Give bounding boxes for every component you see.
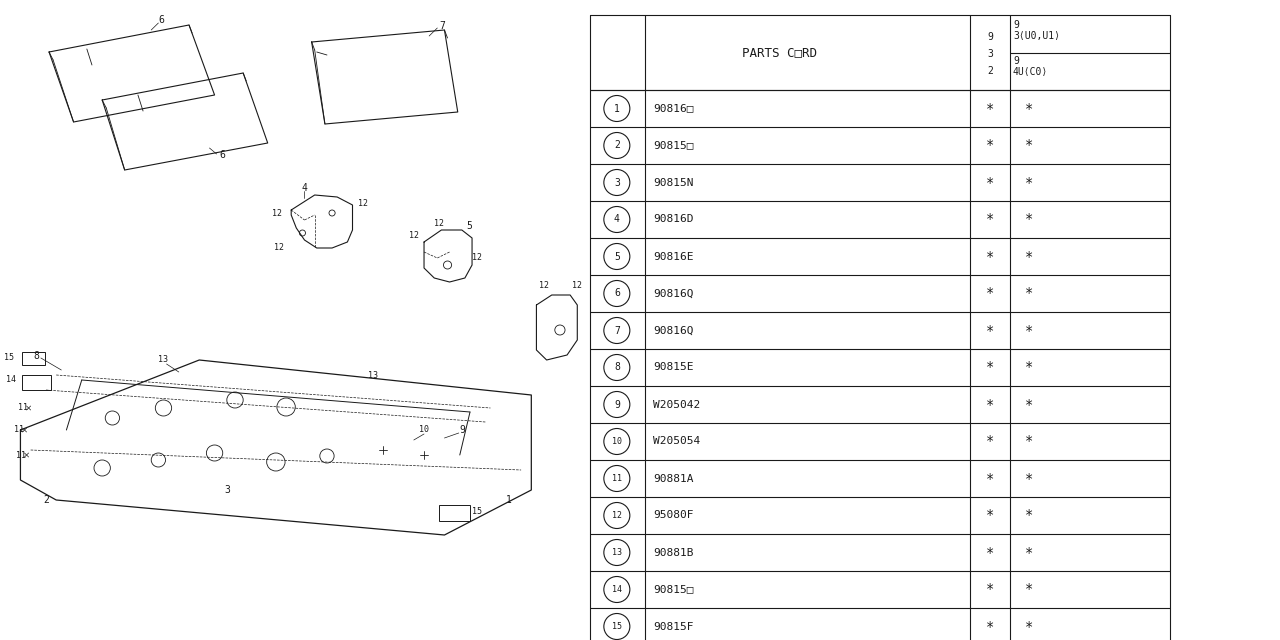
Text: *: *: [1025, 102, 1033, 115]
Text: 14: 14: [6, 376, 17, 385]
Text: 90816Q: 90816Q: [653, 326, 694, 335]
Text: 9: 9: [460, 425, 466, 435]
Text: 8: 8: [614, 362, 620, 372]
Text: 9: 9: [987, 33, 993, 42]
Text: 3⟨U0,U1⟩: 3⟨U0,U1⟩: [1012, 31, 1060, 41]
Text: 9: 9: [1012, 20, 1019, 30]
Text: 90815□: 90815□: [653, 141, 694, 150]
Text: W205054: W205054: [653, 436, 700, 447]
Text: *: *: [986, 102, 995, 115]
Text: 9: 9: [614, 399, 620, 410]
Text: *: *: [1025, 545, 1033, 559]
Text: 90816E: 90816E: [653, 252, 694, 262]
Text: *: *: [1025, 509, 1033, 522]
Text: 15: 15: [612, 622, 622, 631]
Text: 10: 10: [612, 437, 622, 446]
Text: 90881A: 90881A: [653, 474, 694, 483]
Text: 7: 7: [439, 21, 445, 31]
Text: *: *: [1025, 582, 1033, 596]
Text: 5: 5: [614, 252, 620, 262]
Text: 7: 7: [614, 326, 620, 335]
Text: 12: 12: [274, 243, 284, 253]
Text: *: *: [1025, 397, 1033, 412]
Text: 90815N: 90815N: [653, 177, 694, 188]
Text: 12: 12: [408, 230, 419, 239]
Text: 90881B: 90881B: [653, 547, 694, 557]
Text: 3: 3: [614, 177, 620, 188]
Text: 2: 2: [44, 495, 49, 505]
Text: *: *: [986, 620, 995, 634]
Text: PARTS C□RD: PARTS C□RD: [742, 46, 818, 59]
Text: 15: 15: [472, 506, 483, 515]
Text: W205042: W205042: [653, 399, 700, 410]
Text: *: *: [986, 509, 995, 522]
Text: 6: 6: [159, 15, 164, 25]
Text: 3: 3: [225, 485, 230, 495]
Text: 1: 1: [614, 104, 620, 113]
Text: *: *: [986, 472, 995, 486]
Text: 11: 11: [18, 403, 28, 413]
Text: *: *: [986, 582, 995, 596]
Text: 14: 14: [612, 585, 622, 594]
Text: 1: 1: [506, 495, 512, 505]
Bar: [439, 505, 470, 521]
Text: *: *: [986, 175, 995, 189]
Text: *: *: [986, 287, 995, 301]
Text: 12: 12: [572, 280, 582, 289]
Text: 3: 3: [987, 49, 993, 59]
Text: 4U⟨C0⟩: 4U⟨C0⟩: [1012, 67, 1048, 77]
Text: 12: 12: [434, 218, 444, 227]
Text: 12: 12: [271, 209, 282, 218]
Text: *: *: [986, 212, 995, 227]
Text: *: *: [1025, 323, 1033, 337]
Text: 10: 10: [419, 426, 429, 435]
Text: 90816D: 90816D: [653, 214, 694, 225]
Text: 90816□: 90816□: [653, 104, 694, 113]
Text: 12: 12: [539, 280, 549, 289]
Text: 15: 15: [4, 353, 14, 362]
Text: 12: 12: [472, 253, 483, 262]
Text: 12: 12: [357, 198, 367, 207]
Text: 6: 6: [614, 289, 620, 298]
Text: *: *: [1025, 620, 1033, 634]
Text: 8: 8: [33, 351, 40, 361]
Text: 95080F: 95080F: [653, 511, 694, 520]
Text: 12: 12: [612, 511, 622, 520]
Text: *: *: [1025, 360, 1033, 374]
Text: 13: 13: [612, 548, 622, 557]
Text: *: *: [986, 545, 995, 559]
Text: *: *: [1025, 250, 1033, 264]
Text: 11: 11: [17, 451, 27, 460]
Text: 4: 4: [614, 214, 620, 225]
Bar: [23, 352, 45, 365]
Text: *: *: [1025, 175, 1033, 189]
Text: *: *: [986, 435, 995, 449]
Text: *: *: [986, 397, 995, 412]
Text: 90815E: 90815E: [653, 362, 694, 372]
Text: 90816Q: 90816Q: [653, 289, 694, 298]
Text: *: *: [1025, 435, 1033, 449]
Text: 90815□: 90815□: [653, 584, 694, 595]
Text: *: *: [986, 138, 995, 152]
Text: 90815F: 90815F: [653, 621, 694, 632]
Text: 6: 6: [220, 150, 225, 160]
Text: 13: 13: [159, 355, 169, 365]
Bar: [23, 375, 51, 390]
Text: 11: 11: [14, 426, 24, 435]
Text: 2: 2: [987, 65, 993, 76]
Text: 5: 5: [466, 221, 472, 231]
Text: 13: 13: [367, 371, 378, 380]
Text: 11: 11: [612, 474, 622, 483]
Text: 4: 4: [301, 183, 307, 193]
Text: *: *: [1025, 472, 1033, 486]
Text: *: *: [986, 323, 995, 337]
Text: 2: 2: [614, 141, 620, 150]
Text: *: *: [1025, 212, 1033, 227]
Text: 9: 9: [1012, 56, 1019, 65]
Text: *: *: [986, 250, 995, 264]
Text: *: *: [986, 360, 995, 374]
Text: *: *: [1025, 287, 1033, 301]
Text: *: *: [1025, 138, 1033, 152]
